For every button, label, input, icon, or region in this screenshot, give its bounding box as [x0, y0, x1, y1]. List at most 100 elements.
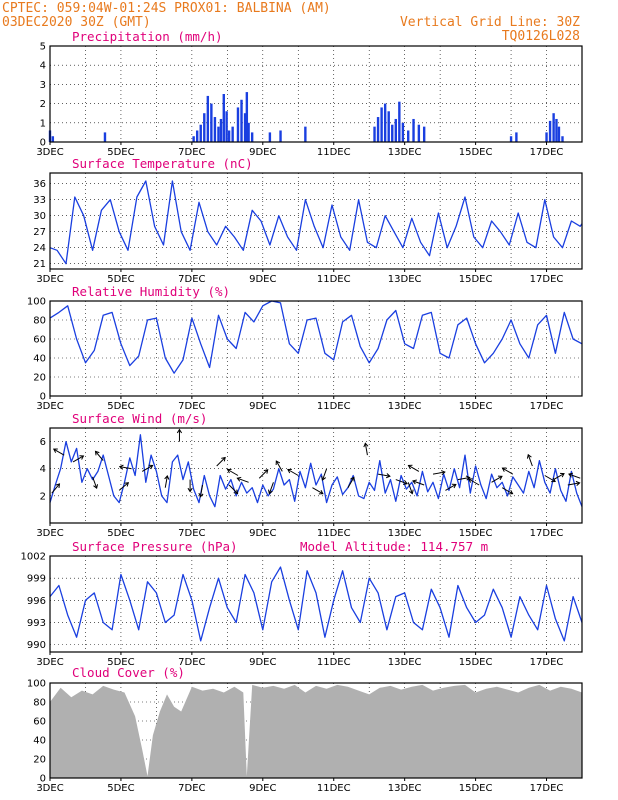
- wind-arrow-shaft: [51, 483, 60, 494]
- wind-arrow-shaft: [468, 478, 480, 486]
- wind-arrow-head: [187, 487, 193, 493]
- wind-arrow-shaft: [412, 480, 425, 486]
- x-tick-label-temp: 17DEC: [530, 274, 564, 285]
- y-tick-label-pres: 996: [27, 596, 46, 607]
- wind-arrow-head: [94, 450, 100, 456]
- wind-arrow-head: [497, 475, 503, 481]
- precip-bar: [561, 136, 564, 142]
- wind-arrow-shaft: [72, 455, 84, 463]
- y-tick-label-pres: 999: [27, 574, 46, 585]
- wind-arrow-head: [79, 455, 85, 460]
- wind-arrow-head: [408, 489, 414, 495]
- y-tick-label-pres: 990: [27, 640, 46, 651]
- panel-frame-wind: [49, 427, 583, 524]
- wind-arrow-shaft: [227, 469, 239, 476]
- x-tick-label-cloud: 13DEC: [388, 783, 422, 794]
- x-tick-label-precip: 11DEC: [317, 147, 351, 158]
- series-line-rh: [49, 300, 583, 374]
- x-tick-label-precip: 5DEC: [107, 147, 134, 158]
- wind-arrow-shaft: [119, 466, 132, 470]
- precip-bar: [545, 132, 548, 142]
- x-tick-label-temp: 13DEC: [388, 274, 422, 285]
- y-tick-label-rh: 80: [33, 316, 46, 327]
- y-tick-label-temp: 36: [33, 179, 46, 190]
- precip-bar: [387, 111, 390, 142]
- wind-arrow-shaft: [275, 460, 283, 472]
- y-tick-label-precip: 0: [40, 138, 46, 149]
- y-tick-label-cloud: 100: [27, 679, 46, 690]
- y-tick-label-temp: 27: [33, 227, 46, 238]
- precip-bar: [219, 118, 223, 142]
- precip-bar: [509, 136, 513, 142]
- wind-arrow-head: [233, 489, 239, 495]
- wind-arrow-head: [176, 428, 183, 434]
- wind-arrow-shaft: [164, 475, 168, 488]
- panel-title-cloud: Cloud Cover (%): [72, 665, 185, 680]
- wind-arrow-shaft: [268, 482, 274, 494]
- wind-arrow-head: [236, 476, 242, 482]
- precip-bar: [552, 113, 555, 142]
- x-tick-label-rh: 17DEC: [530, 401, 564, 412]
- x-tick-label-wind: 11DEC: [317, 528, 351, 539]
- precip-bar: [394, 118, 397, 142]
- y-tick-label-precip: 1: [40, 118, 46, 129]
- x-tick-label-rh: 9DEC: [249, 401, 276, 412]
- wind-arrow-head: [226, 468, 232, 474]
- wind-arrow-shaft: [491, 475, 503, 483]
- panel-rh: 0 20 40 60 80 100 3DEC 5DEC 7DEC 9DEC 11DEC 13DEC 15…: [27, 297, 583, 412]
- precip-bar: [210, 103, 213, 142]
- wind-arrow-head: [451, 483, 457, 489]
- y-tick-label-precip: 4: [40, 61, 46, 72]
- x-tick-label-pres: 3DEC: [36, 657, 63, 668]
- wind-arrow-shaft: [141, 464, 153, 472]
- precip-bar: [103, 132, 107, 142]
- wind-arrow-head: [164, 474, 170, 480]
- precip-bar: [206, 95, 210, 142]
- x-tick-label-precip: 15DEC: [459, 147, 493, 158]
- y-tick-label-rh: 40: [33, 354, 46, 365]
- y-tick-label-precip: 3: [40, 80, 46, 91]
- y-tick-label-rh: 0: [40, 392, 46, 403]
- panel-title-wind: Surface Wind (m/s): [72, 411, 207, 426]
- x-tick-label-rh: 7DEC: [178, 401, 205, 412]
- panel-annotation-altitude: Model Altitude: 114.757 m: [300, 539, 488, 554]
- wind-arrow-head: [198, 492, 204, 498]
- wind-arrow-shaft: [364, 443, 368, 456]
- x-tick-label-cloud: 9DEC: [249, 783, 276, 794]
- x-tick-label-rh: 3DEC: [36, 401, 63, 412]
- panel-frame-temp: [49, 172, 583, 270]
- x-tick-label-rh: 13DEC: [388, 401, 422, 412]
- header-model-code: TQ0126L028: [502, 29, 580, 44]
- precip-bar: [407, 130, 410, 142]
- precip-bar: [195, 130, 199, 142]
- y-tick-label-cloud: 80: [33, 698, 46, 709]
- wind-arrow-head: [124, 482, 130, 487]
- x-tick-label-cloud: 15DEC: [459, 783, 493, 794]
- x-tick-label-cloud: 3DEC: [36, 783, 63, 794]
- x-tick-label-precip: 7DEC: [178, 147, 205, 158]
- precip-bar: [304, 126, 307, 142]
- precip-bar: [192, 136, 195, 142]
- wind-arrow-shaft: [501, 487, 513, 495]
- precip-bar: [243, 113, 247, 142]
- wind-arrow-head: [318, 489, 324, 495]
- wind-arrow-head: [350, 476, 355, 482]
- x-tick-label-pres: 5DEC: [107, 657, 134, 668]
- precip-bar: [515, 132, 518, 142]
- x-tick-label-wind: 3DEC: [36, 528, 63, 539]
- panel-title-precipitation: Precipitation (mm/h): [72, 29, 223, 44]
- wind-arrow-shaft: [502, 467, 514, 475]
- y-tick-label-temp: 24: [33, 243, 46, 254]
- header-init-time: 03DEC2020 30Z (GMT): [2, 15, 151, 30]
- wind-arrow-shaft: [457, 476, 470, 481]
- series-line-wind: [49, 434, 583, 508]
- precip-bar: [225, 111, 228, 142]
- y-tick-label-wind: 2: [40, 491, 46, 502]
- x-tick-label-precip: 13DEC: [388, 147, 422, 158]
- panel-title-pressure: Surface Pressure (hPa): [72, 539, 238, 554]
- precip-bar: [401, 122, 405, 142]
- wind-arrow-shaft: [322, 468, 328, 481]
- wind-arrow-shaft: [312, 487, 324, 495]
- wind-arrow-head: [465, 475, 471, 481]
